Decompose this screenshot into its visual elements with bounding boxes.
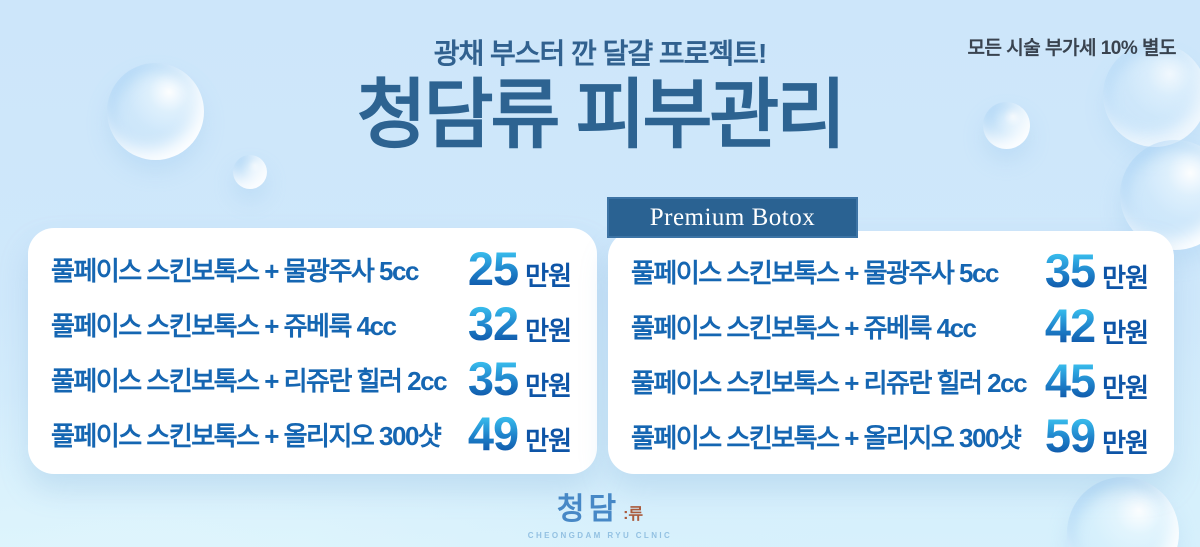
bubble-decor-small-left — [233, 155, 267, 189]
price: 45 만원 — [1044, 353, 1149, 407]
price-number: 32 — [467, 296, 519, 350]
price-number: 35 — [467, 351, 519, 405]
price-row: 풀페이스 스킨보톡스 + 리쥬란 힐러 2cc 45 만원 — [608, 354, 1174, 409]
item-label: 풀페이스 스킨보톡스 + 리쥬란 힐러 2cc — [631, 368, 1028, 398]
price-row: 풀페이스 스킨보톡스 + 올리지오 300샷 49 만원 — [28, 407, 597, 462]
price-number: 42 — [1044, 298, 1096, 352]
price-unit: 만원 — [1102, 427, 1149, 458]
price-number: 45 — [1044, 353, 1096, 407]
clinic-logo-suffix: :류 — [623, 506, 644, 523]
bubble-decor-large-left — [107, 63, 204, 160]
price: 59 만원 — [1044, 408, 1149, 462]
price: 32 만원 — [467, 296, 572, 350]
price-row: 풀페이스 스킨보톡스 + 리쥬란 힐러 2cc 35 만원 — [28, 352, 597, 407]
price-panel-premium: 풀페이스 스킨보톡스 + 물광주사 5cc 35 만원 풀페이스 스킨보톡스 +… — [608, 231, 1174, 474]
price: 25 만원 — [467, 241, 572, 295]
price: 35 만원 — [1044, 243, 1149, 297]
price-number: 49 — [467, 406, 519, 460]
price-unit: 만원 — [1102, 372, 1149, 403]
price-unit: 만원 — [1102, 262, 1149, 293]
price-panel-standard: 풀페이스 스킨보톡스 + 물광주사 5cc 25 만원 풀페이스 스킨보톡스 +… — [28, 228, 597, 474]
price-unit: 만원 — [525, 260, 572, 291]
price-unit: 만원 — [525, 370, 572, 401]
price-row: 풀페이스 스킨보톡스 + 물광주사 5cc 25 만원 — [28, 242, 597, 297]
clinic-logo-main: 청담 — [556, 493, 621, 526]
item-label: 풀페이스 스킨보톡스 + 쥬베룩 4cc — [51, 311, 397, 341]
price-number: 25 — [467, 241, 519, 295]
price-row: 풀페이스 스킨보톡스 + 물광주사 5cc 35 만원 — [608, 244, 1174, 299]
price-number: 35 — [1044, 243, 1096, 297]
vat-note: 모든 시술 부가세 10% 별도 — [967, 38, 1177, 59]
price: 35 만원 — [467, 351, 572, 405]
premium-botox-ribbon: Premium Botox — [607, 197, 858, 238]
price-row: 풀페이스 스킨보톡스 + 쥬베룩 4cc 32 만원 — [28, 297, 597, 352]
item-label: 풀페이스 스킨보톡스 + 올리지오 300샷 — [631, 423, 1022, 453]
price-unit: 만원 — [1102, 317, 1149, 348]
item-label: 풀페이스 스킨보톡스 + 올리지오 300샷 — [51, 421, 442, 451]
banner-subtitle: 광채 부스터 깐 달걀 프로젝트! — [433, 38, 768, 69]
bubble-decor-small-right — [983, 102, 1030, 149]
clinic-logo: 청담 :류 CHEONGDAM RYU CLNIC — [0, 484, 1200, 540]
item-label: 풀페이스 스킨보톡스 + 물광주사 5cc — [631, 258, 999, 288]
banner-title: 청담류 피부관리 — [356, 73, 847, 158]
price-number: 59 — [1044, 408, 1096, 462]
price: 49 만원 — [467, 406, 572, 460]
item-label: 풀페이스 스킨보톡스 + 물광주사 5cc — [51, 256, 419, 286]
bubble-decor-top-right — [1103, 43, 1200, 147]
clinic-logo-wordmark: 청담 :류 — [0, 484, 1200, 528]
price-unit: 만원 — [525, 425, 572, 456]
price-unit: 만원 — [525, 315, 572, 346]
item-label: 풀페이스 스킨보톡스 + 쥬베룩 4cc — [631, 313, 977, 343]
price-row: 풀페이스 스킨보톡스 + 올리지오 300샷 59 만원 — [608, 409, 1174, 464]
price: 42 만원 — [1044, 298, 1149, 352]
item-label: 풀페이스 스킨보톡스 + 리쥬란 힐러 2cc — [51, 366, 448, 396]
clinic-name-en: CHEONGDAM RYU CLNIC — [527, 531, 673, 540]
price-row: 풀페이스 스킨보톡스 + 쥬베룩 4cc 42 만원 — [608, 299, 1174, 354]
